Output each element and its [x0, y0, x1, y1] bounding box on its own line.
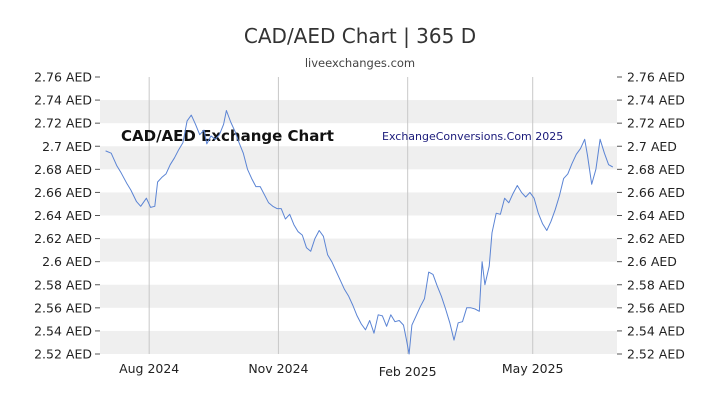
y-tick-label-right: 2.54 AED — [627, 323, 685, 338]
y-tick-label-right: 2.52 AED — [627, 347, 685, 362]
y-tick-label-left: 2.64 AED — [34, 208, 92, 223]
y-tick-label-left: 2.62 AED — [34, 231, 92, 246]
watermark-left: CAD/AED Exchange Chart — [121, 127, 334, 145]
y-tick-label-left: 2.7 AED — [42, 139, 92, 154]
x-tick-label: Aug 2024 — [119, 361, 179, 376]
y-tick-label-right: 2.58 AED — [627, 277, 685, 292]
y-tick-label-right: 2.62 AED — [627, 231, 685, 246]
y-tick-label-right: 2.76 AED — [627, 70, 685, 85]
series-line — [105, 110, 614, 355]
y-axis-left: 2.52 AED 2.54 AED 2.56 AED 2.58 AED 2.6 AED 2… — [34, 70, 100, 362]
grid-band — [100, 238, 617, 262]
y-axis-right: 2.52 AED 2.54 AED 2.56 AED 2.58 AED 2.6 AED 2… — [617, 70, 685, 362]
y-tick-label-right: 2.56 AED — [627, 300, 685, 315]
y-tick-label-right: 2.72 AED — [627, 116, 685, 131]
y-tick-label-left: 2.72 AED — [34, 116, 92, 131]
y-tick-label-left: 2.54 AED — [34, 323, 92, 338]
vertical-gridlines — [148, 77, 534, 354]
y-tick-label-left: 2.56 AED — [34, 300, 92, 315]
y-tick-label-left: 2.76 AED — [34, 70, 92, 85]
grid-band — [100, 330, 617, 354]
series-group — [105, 110, 614, 355]
watermark-right: ExchangeConversions.Com 2025 — [382, 130, 563, 143]
y-tick-label-left: 2.74 AED — [34, 93, 92, 108]
grid-band — [100, 100, 617, 124]
y-tick-label-right: 2.68 AED — [627, 162, 685, 177]
y-tick-label-left: 2.52 AED — [34, 347, 92, 362]
y-tick-label-right: 2.64 AED — [627, 208, 685, 223]
y-tick-label-left: 2.66 AED — [34, 185, 92, 200]
x-axis: Aug 2024 Nov 2024 Feb 2025 May 2025 — [119, 361, 563, 379]
y-tick-label-right: 2.66 AED — [627, 185, 685, 200]
y-tick-label-right: 2.7 AED — [627, 139, 677, 154]
chart-subtitle: liveexchanges.com — [304, 56, 416, 70]
y-tick-label-left: 2.58 AED — [34, 277, 92, 292]
grid-band — [100, 284, 617, 308]
y-tick-label-right: 2.74 AED — [627, 93, 685, 108]
y-tick-label-left: 2.6 AED — [42, 254, 92, 269]
grid-band — [100, 192, 617, 216]
x-tick-label: Nov 2024 — [248, 361, 308, 376]
x-tick-label: Feb 2025 — [379, 364, 437, 379]
y-tick-label-right: 2.6 AED — [627, 254, 677, 269]
y-tick-label-left: 2.68 AED — [34, 162, 92, 177]
chart-title: CAD/AED Chart | 365 D — [243, 24, 477, 48]
background-bands — [100, 100, 617, 354]
x-tick-label: May 2025 — [502, 361, 564, 376]
grid-band — [100, 146, 617, 170]
